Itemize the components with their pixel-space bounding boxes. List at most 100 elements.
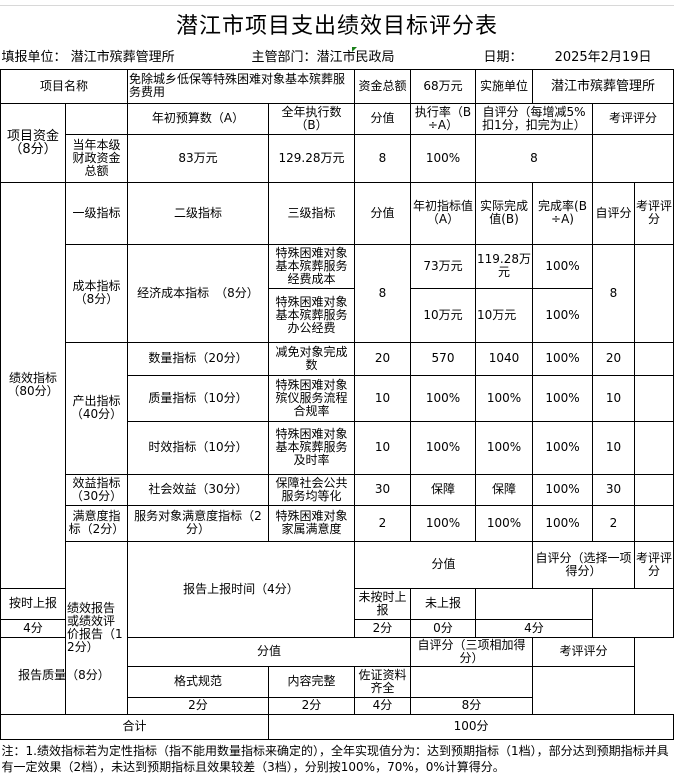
output-rate: 100% [532,374,593,422]
funds-header: 自评分（每增减5%扣1分，扣完为止） [475,102,593,135]
benefit-actual: 保障 [475,473,533,506]
project-name-label: 项目名称 [0,68,128,104]
sheet-gridline-strip [0,0,674,6]
timeliness-label: 报告上报时间（4分） [127,540,355,638]
funds-header: 分值 [354,102,411,135]
impl-unit-label: 实施单位 [475,68,533,104]
quality-label: 报告质量（8分） [0,636,128,715]
cost-actual: 119.28万元 [475,243,533,289]
cost-level2: 经济成本指标 （8分） [127,243,269,343]
cost-target: 10万元 [410,287,476,343]
output-review [633,374,674,422]
quality-option: 内容完整 [268,665,355,698]
output-score: 10 [354,420,411,475]
quality-self-score: 8分 [410,696,533,715]
timeliness-option: 按时上报 [0,587,66,620]
timeliness-self-score: 4分 [475,618,593,638]
indicator-header: 实际完成值(B) [475,181,533,245]
benefit-review [633,473,674,506]
output-level3: 减免对象完成数 [268,341,355,376]
cost-rate: 100% [532,243,593,289]
satisfaction-level2: 服务对象满意度指标（2分） [127,504,269,542]
output-review [633,341,674,376]
date-value: 2025年2月19日 [532,47,674,70]
quality-option-score: 2分 [127,696,269,715]
benefit-level1: 效益指标（30分） [65,473,128,506]
output-level2: 时效指标（10分） [127,420,269,475]
cost-level1: 成本指标（8分） [65,243,128,343]
quality-score-header: 分值 [127,636,411,667]
cost-score: 8 [354,243,411,343]
timeliness-review-header: 考评评分 [633,540,674,589]
indicator-header: 一级指标 [65,181,128,245]
output-self: 20 [592,341,635,376]
output-target: 100% [410,374,476,422]
quality-option-score: 4分 [354,696,411,715]
date-label: 日期： [475,47,533,70]
timeliness-option-score: 4分 [0,618,66,638]
funds-section-label: 项目资金（8分） [0,102,66,183]
footnote: 注：1.绩效指标若为定性指标（指不能用数量指标来确定的），全年实现值分为：达到预… [1,743,669,774]
blank-cell [410,665,533,698]
project-name-value: 免除城乡低保等特殊困难对象基本殡葬服务费用 [127,68,355,104]
cost-level3: 特殊困难对象基本殡葬服务经费成本 [268,243,355,289]
quality-review-header: 考评评分 [532,636,635,667]
output-level2: 质量指标（10分） [127,374,269,422]
funds-row-label: 当年本级财政资金总额 [65,133,128,183]
cost-level3: 特殊困难对象基本殡葬服务办公经费 [268,287,355,343]
benefit-target: 保障 [410,473,476,506]
timeliness-option: 未按时上报 [354,587,411,620]
funds-value: 129.28万元 [268,133,355,183]
satisfaction-target: 100% [410,504,476,542]
total-label: 合计 [0,713,269,740]
cost-target: 73万元 [410,243,476,289]
timeliness-option-score: 0分 [410,618,476,638]
quality-option: 佐证资料齐全 [354,665,411,698]
funds-header: 全年执行数（B） [268,102,355,135]
indicator-header: 二级指标 [127,181,269,245]
cost-self-score: 8 [592,243,635,343]
output-score: 10 [354,374,411,422]
funds-value: 8 [475,133,593,183]
indicator-header: 三级指标 [268,181,355,245]
satisfaction-score: 2 [354,504,411,542]
quality-option-score: 2分 [268,696,355,715]
satisfaction-review [633,504,674,542]
impl-unit-value: 潜江市殡葬管理所 [531,68,674,104]
funds-header: 考评评分 [591,102,674,135]
cost-rate: 100% [532,287,593,343]
output-actual: 100% [475,420,533,475]
output-rate: 100% [532,341,593,376]
funds-value [591,133,674,183]
indicator-header: 自评分 [592,181,635,245]
department: 主管部门：潜江市民政局 [250,47,458,70]
score-table: 潜江市项目支出绩效目标评分表 填报单位： 潜江市殡葬管理所 主管部门：潜江市民政… [0,5,674,775]
satisfaction-level3: 特殊困难对象家属满意度 [268,504,355,542]
funds-value: 8 [354,133,411,183]
output-level3: 特殊困难对象殡仪服务流程合规率 [268,374,355,422]
timeliness-score-header: 分值 [354,540,533,589]
benefit-rate: 100% [532,473,593,506]
timeliness-self-header: 自评分（选择一项得分） [532,540,635,589]
output-actual: 100% [475,374,533,422]
total-value: 100分 [267,713,674,740]
satisfaction-level1: 满意度指标（2分） [65,504,128,542]
timeliness-option: 未上报 [410,587,476,620]
fund-total-value: 68万元 [410,68,476,104]
blank-cell [65,102,128,135]
quality-review-value [532,665,635,715]
cost-actual: 10万元 [475,287,533,343]
quality-self-header: 自评分（三项相加得分） [410,636,533,667]
benefit-score: 30 [354,473,411,506]
output-level3: 特殊困难对象基本殡葬服务及时率 [268,420,355,475]
output-level2: 数量指标（20分） [127,341,269,376]
indicators-section-label: 绩效指标（80分） [0,181,66,589]
output-rate: 100% [532,420,593,475]
timeliness-review-value [591,587,674,638]
indicator-header: 完成率(B÷A) [532,181,593,245]
benefit-self: 30 [592,473,635,506]
benefit-level2: 社会效益（30分） [127,473,269,506]
indicator-header: 年初指标值（A） [410,181,476,245]
fund-total-label: 资金总额 [354,68,411,104]
output-actual: 1040 [475,341,533,376]
